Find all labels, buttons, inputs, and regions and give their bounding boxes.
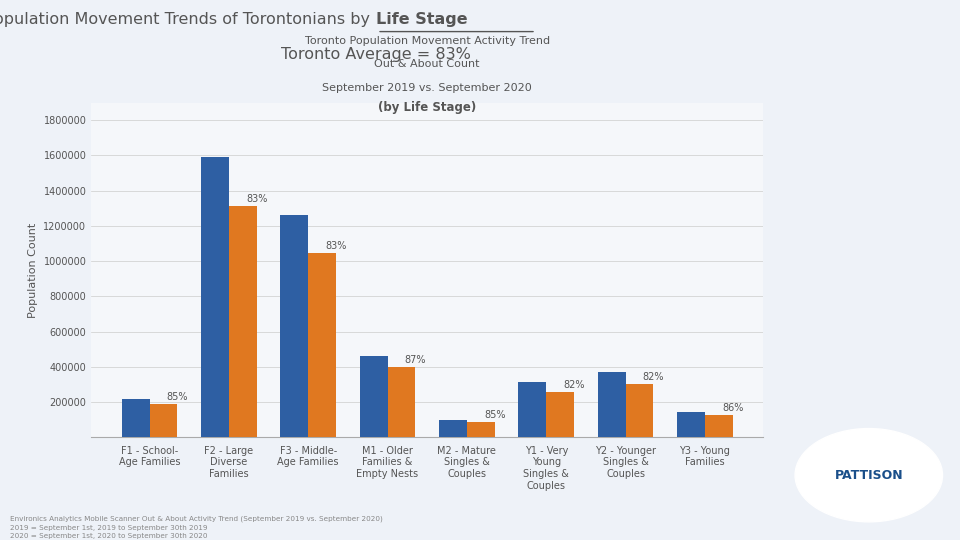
Bar (598, 372, 626, 437)
Circle shape (795, 429, 943, 522)
Text: 87%: 87% (404, 355, 426, 365)
Bar (705, 415, 732, 437)
Bar (201, 157, 228, 437)
Bar (308, 253, 336, 437)
Text: 82%: 82% (642, 372, 664, 382)
Text: 85%: 85% (484, 410, 505, 420)
Bar (626, 384, 654, 437)
Text: 82%: 82% (564, 380, 585, 390)
Bar (360, 356, 388, 437)
Bar (546, 392, 574, 437)
Bar (388, 367, 416, 437)
Text: September 2019 vs. September 2020: September 2019 vs. September 2020 (323, 83, 532, 92)
Text: Toronto Average = 83%: Toronto Average = 83% (280, 48, 470, 62)
Bar (280, 215, 308, 437)
Text: (by Life Stage): (by Life Stage) (378, 102, 476, 114)
Bar (439, 420, 467, 437)
Text: PATTISON: PATTISON (834, 469, 903, 482)
Bar (228, 206, 256, 437)
Bar (518, 382, 546, 437)
Text: Out & About Count: Out & About Count (374, 59, 480, 69)
Text: Environics Analytics Mobile Scanner Out & About Activity Trend (September 2019 v: Environics Analytics Mobile Scanner Out … (10, 516, 382, 539)
Text: Population Movement Trends of Torontonians by: Population Movement Trends of Torontonia… (0, 12, 375, 27)
Text: Toronto Population Movement Activity Trend: Toronto Population Movement Activity Tre… (304, 36, 550, 46)
Text: 83%: 83% (246, 193, 267, 204)
Text: 85%: 85% (167, 393, 188, 402)
Bar (467, 422, 494, 437)
Bar (150, 404, 178, 437)
Text: Life Stage: Life Stage (375, 12, 468, 27)
Text: 86%: 86% (722, 403, 743, 413)
Text: 83%: 83% (325, 241, 347, 251)
Bar (677, 412, 705, 437)
Bar (122, 399, 150, 437)
Y-axis label: Population Count: Population Count (28, 222, 37, 318)
